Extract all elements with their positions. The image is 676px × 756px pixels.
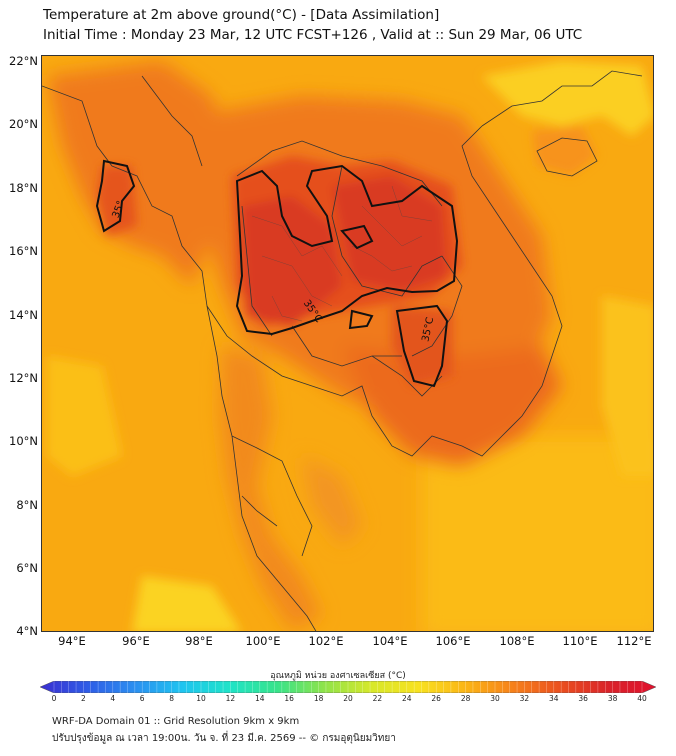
lat-label: 6°N (16, 561, 38, 575)
lat-label: 12°N (9, 371, 38, 385)
lon-label: 104°E (372, 634, 408, 648)
colorbar-label: 24 (402, 694, 412, 703)
contour-35c (95, 159, 459, 388)
cool-highland-field (47, 61, 653, 631)
lat-label: 16°N (9, 244, 38, 258)
lat-label: 10°N (9, 434, 38, 448)
footer-model-info: WRF-DA Domain 01 :: Grid Resolution 9km … (52, 716, 300, 727)
lat-label: 4°N (16, 624, 38, 638)
colorbar-label: 32 (519, 694, 530, 703)
temperature-map[interactable]: 35° 35°C 35°C (41, 55, 654, 632)
colorbar-label: 38 (607, 694, 618, 703)
lon-label: 108°E (499, 634, 535, 648)
colorbar-label: 2 (81, 694, 86, 703)
lon-label: 106°E (435, 634, 471, 648)
lon-label: 98°E (185, 634, 213, 648)
lon-label: 100°E (245, 634, 281, 648)
sea-gradient (422, 436, 653, 631)
colorbar-label: 8 (169, 694, 174, 703)
colorbar-label: 18 (313, 694, 324, 703)
province-lines (251, 185, 433, 322)
colorbar-label: 30 (490, 694, 500, 703)
coastline-borders (42, 70, 643, 631)
chart-subtitle: Initial Time : Monday 23 Mar, 12 UTC FCS… (43, 27, 583, 43)
lon-label: 102°E (308, 634, 344, 648)
colorbar-label: 40 (637, 694, 647, 703)
colorbar-label: 16 (284, 694, 294, 703)
colorbar-label: 4 (110, 694, 116, 703)
footer-update-info: ปรับปรุงข้อมูล ณ เวลา 19:00น. วัน จ. ที่… (52, 733, 396, 744)
colorbar-label: 26 (431, 694, 441, 703)
lat-label: 22°N (9, 54, 38, 68)
lon-label: 110°E (562, 634, 598, 648)
colorbar-label: 12 (225, 694, 236, 703)
colorbar-label: 6 (139, 694, 145, 703)
lon-label: 94°E (58, 634, 86, 648)
lat-label: 8°N (16, 498, 38, 512)
lat-label: 18°N (9, 181, 38, 195)
colorbar-label: 20 (343, 694, 353, 703)
map-canvas (42, 56, 653, 631)
lat-label: 20°N (9, 117, 38, 131)
colorbar-label: 22 (372, 694, 383, 703)
chart-title: Temperature at 2m above ground(°C) - [Da… (43, 7, 440, 23)
colorbar-label: 14 (255, 694, 265, 703)
lon-label: 112°E (616, 634, 652, 648)
lon-label: 96°E (122, 634, 150, 648)
colorbar-label: 34 (549, 694, 559, 703)
colorbar-label: 36 (578, 694, 588, 703)
colorbar-label: 10 (196, 694, 206, 703)
lat-label: 14°N (9, 308, 38, 322)
colorbar-label: 0 (51, 694, 57, 703)
colorbar-title: อุณหภูมิ หน่วย องศาเซลเซียส (°C) (270, 671, 406, 681)
colorbar (40, 681, 656, 693)
colorbar-label: 28 (460, 694, 471, 703)
